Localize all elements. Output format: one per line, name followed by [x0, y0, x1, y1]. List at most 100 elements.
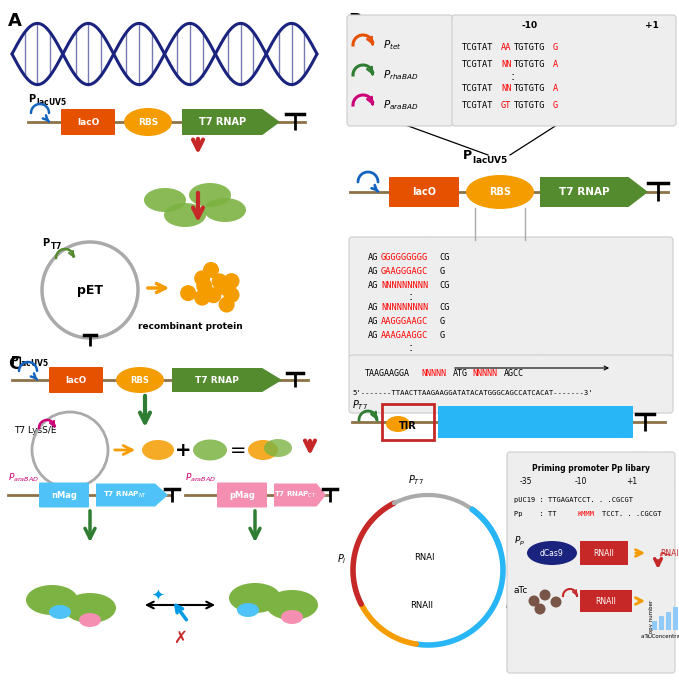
Bar	[666, 612, 671, 630]
Text: -10: -10	[522, 21, 538, 30]
Bar	[382, 404, 434, 440]
Text: AGCC: AGCC	[504, 369, 524, 377]
Text: $P_{araBAD}$: $P_{araBAD}$	[185, 471, 216, 484]
Text: $P_{tet}$: $P_{tet}$	[383, 38, 402, 52]
Text: $P_i$: $P_i$	[337, 552, 347, 566]
Text: $\bf{lacUV5}$: $\bf{lacUV5}$	[36, 96, 67, 107]
FancyBboxPatch shape	[349, 355, 673, 413]
Text: pMag: pMag	[229, 490, 255, 499]
Ellipse shape	[189, 183, 231, 207]
Text: AAAGAAGGC: AAAGAAGGC	[381, 330, 428, 340]
Text: KMMM: KMMM	[577, 511, 594, 517]
Circle shape	[180, 285, 196, 301]
Text: NN: NN	[501, 84, 511, 92]
Text: T7 RNAP: T7 RNAP	[199, 117, 246, 127]
Text: $\bf{P}$: $\bf{P}$	[28, 92, 37, 104]
FancyBboxPatch shape	[349, 237, 673, 358]
Text: A: A	[8, 12, 22, 30]
Text: TGTGTG: TGTGTG	[514, 42, 545, 51]
Text: G: G	[439, 330, 445, 340]
Text: GT: GT	[501, 101, 511, 110]
Text: NNNNNNNNN: NNNNNNNNN	[381, 303, 428, 312]
Circle shape	[540, 590, 551, 601]
Text: TAAGAAGGA: TAAGAAGGA	[365, 369, 410, 377]
Circle shape	[206, 287, 221, 303]
Text: TGTGTG: TGTGTG	[514, 60, 545, 68]
Text: AG: AG	[368, 253, 378, 262]
Text: TGTGTG: TGTGTG	[514, 84, 545, 92]
Text: $P_{araBAD}$: $P_{araBAD}$	[8, 471, 39, 484]
Ellipse shape	[386, 416, 410, 432]
Text: aTc: aTc	[514, 586, 528, 595]
Circle shape	[219, 297, 235, 312]
Text: $\bf{P}$: $\bf{P}$	[42, 236, 51, 248]
Text: :: :	[408, 340, 412, 353]
FancyBboxPatch shape	[61, 109, 115, 135]
Text: B: B	[348, 12, 362, 30]
Ellipse shape	[204, 198, 246, 222]
Text: ✦: ✦	[151, 588, 164, 603]
Text: $P_{T7}$: $P_{T7}$	[352, 398, 368, 412]
Ellipse shape	[527, 541, 577, 565]
Text: lacO: lacO	[77, 118, 99, 127]
Text: RNAI: RNAI	[414, 553, 435, 562]
Ellipse shape	[124, 108, 172, 136]
Text: recombinant protein: recombinant protein	[138, 322, 242, 331]
Text: lacO: lacO	[65, 375, 86, 384]
Text: A: A	[553, 84, 558, 92]
Text: G: G	[553, 42, 558, 51]
Circle shape	[212, 273, 227, 289]
Text: $\bf{P}$: $\bf{P}$	[10, 354, 19, 366]
Text: =: =	[230, 440, 246, 460]
Ellipse shape	[281, 610, 303, 624]
Circle shape	[218, 280, 234, 296]
Text: G: G	[439, 316, 445, 325]
Text: RBS: RBS	[138, 118, 158, 127]
Text: -10: -10	[575, 477, 587, 486]
Ellipse shape	[79, 613, 101, 627]
Bar	[673, 607, 678, 630]
Text: G: G	[553, 101, 558, 110]
Text: T7 RNAP$_{NT}$: T7 RNAP$_{NT}$	[103, 490, 148, 500]
Circle shape	[196, 278, 213, 294]
Text: Copy number: Copy number	[649, 599, 654, 636]
FancyBboxPatch shape	[39, 482, 89, 508]
Text: TCGTAT: TCGTAT	[462, 42, 494, 51]
Text: C: C	[8, 355, 21, 373]
Polygon shape	[274, 484, 326, 506]
Text: TCGTAT: TCGTAT	[462, 60, 494, 68]
Text: TCGTAT: TCGTAT	[462, 101, 494, 110]
Text: +: +	[175, 440, 191, 460]
Text: AG: AG	[368, 280, 378, 290]
Text: NN: NN	[501, 60, 511, 68]
Circle shape	[551, 597, 562, 608]
FancyBboxPatch shape	[49, 367, 103, 393]
Text: G: G	[439, 266, 445, 275]
Circle shape	[528, 595, 540, 606]
Text: ATG: ATG	[453, 369, 469, 377]
Text: $\bf{lacUV5}$: $\bf{lacUV5}$	[18, 357, 49, 368]
Text: ✗: ✗	[173, 629, 187, 647]
Bar	[438, 406, 633, 438]
Text: $P_{araBAD}$: $P_{araBAD}$	[383, 98, 418, 112]
Circle shape	[203, 262, 219, 278]
Text: :: :	[510, 69, 514, 82]
Text: TGTGTG: TGTGTG	[514, 101, 545, 110]
Text: RNAII: RNAII	[410, 601, 433, 610]
FancyBboxPatch shape	[507, 452, 675, 673]
Text: $P_{T7}$: $P_{T7}$	[408, 473, 424, 487]
Ellipse shape	[116, 367, 164, 393]
FancyBboxPatch shape	[217, 482, 267, 508]
Text: RNAII: RNAII	[595, 597, 617, 606]
FancyBboxPatch shape	[389, 177, 459, 207]
Text: pUC19 : TTGAGATCCT. . .CGCGT: pUC19 : TTGAGATCCT. . .CGCGT	[514, 497, 633, 503]
Text: aTc Concentration: aTc Concentration	[641, 634, 679, 639]
Text: RNAII: RNAII	[593, 549, 614, 558]
Text: AA: AA	[501, 42, 511, 51]
Ellipse shape	[266, 590, 318, 620]
FancyBboxPatch shape	[452, 15, 676, 126]
Ellipse shape	[229, 583, 281, 613]
Text: T7 RNAP: T7 RNAP	[559, 187, 610, 197]
Text: dCas9: dCas9	[540, 549, 564, 558]
Bar	[580, 541, 628, 565]
